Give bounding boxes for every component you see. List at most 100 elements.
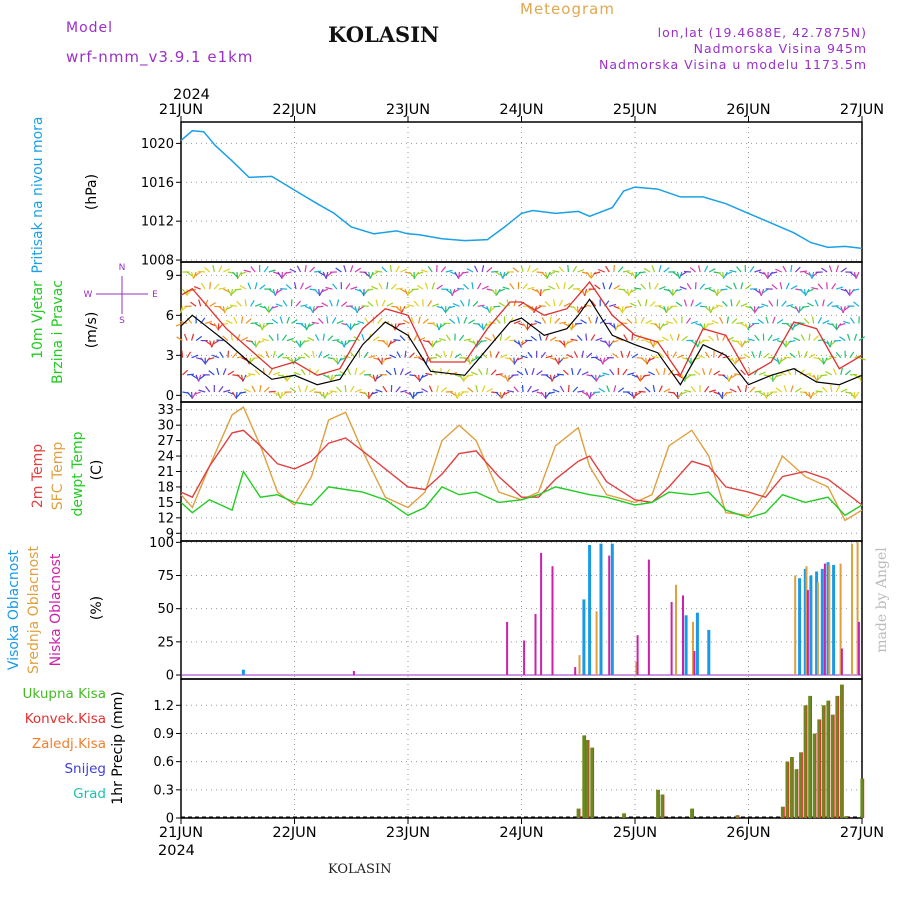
wind-arrow	[679, 391, 687, 396]
wind-arrow	[808, 353, 816, 359]
wind-arrow	[622, 270, 630, 273]
pressure-axis-title: Pritisak na nivou mora	[30, 116, 46, 273]
wind-arrow	[309, 387, 316, 393]
wind-arrow	[233, 316, 238, 324]
wind-arrow	[304, 265, 307, 273]
wind-arrow	[602, 282, 606, 290]
wind-arrow	[286, 357, 293, 363]
wind-arrow	[336, 299, 340, 307]
wind-arrow	[599, 357, 604, 365]
precip-bar-conv	[738, 815, 740, 818]
wind-arrow	[559, 321, 567, 325]
wind-arrow	[336, 340, 344, 345]
wind-arrow	[704, 385, 710, 393]
wind-arrow	[413, 300, 420, 307]
precip-bar	[590, 747, 594, 818]
wind-arrow	[198, 299, 202, 307]
wind-arrow	[382, 385, 388, 393]
wind-arrow	[508, 357, 515, 364]
wind-arrow	[363, 271, 370, 277]
wind-arrow	[396, 351, 401, 359]
wind-arrow	[761, 303, 769, 307]
wind-arrow	[352, 322, 360, 327]
wind-arrow	[711, 319, 719, 324]
y-tick-label: 50	[157, 602, 174, 617]
wind-arrow	[350, 286, 358, 290]
wind-arrow	[659, 323, 665, 330]
wind-arrow	[843, 320, 851, 325]
wind-arrow	[561, 357, 569, 360]
wind-arrow	[254, 340, 257, 348]
wind-arrow	[658, 352, 665, 359]
wind-arrow	[754, 305, 760, 313]
wind-arrow	[820, 374, 828, 377]
wind-arrow	[261, 323, 265, 331]
wind-arrow	[390, 283, 397, 290]
wind-arrow	[626, 318, 633, 324]
cloud-bar	[851, 543, 853, 676]
wind-arrow	[417, 316, 421, 324]
wind-arrow	[272, 288, 276, 296]
wind-arrow	[690, 299, 694, 307]
wind-arrow	[672, 317, 678, 324]
precip-bar-conv	[658, 789, 660, 818]
wind-arrow	[223, 389, 231, 393]
wind-arrow	[513, 299, 517, 307]
wind-arrow	[205, 386, 211, 393]
wind-arrow	[708, 368, 713, 376]
wind-arrow	[486, 266, 493, 273]
wind-arrow	[684, 374, 688, 382]
wind-arrow	[193, 391, 201, 396]
wind-arrow	[733, 282, 737, 290]
wind-arrow	[538, 305, 546, 307]
wind-arrow	[676, 391, 679, 400]
wind-arrow	[222, 335, 229, 342]
wind-arrow	[683, 299, 688, 307]
wind-arrow	[713, 370, 720, 376]
wind-arrow	[318, 271, 326, 277]
wind-arrow	[513, 320, 521, 324]
x-tick-label-top: 23JUN	[386, 102, 430, 118]
wind-arrow	[588, 316, 592, 324]
wind-arrow	[762, 288, 769, 294]
wind-arrow	[408, 391, 414, 399]
wind-arrow	[257, 340, 265, 344]
wind-arrow	[453, 288, 460, 294]
wind-arrow	[239, 284, 247, 290]
wind-arrow	[212, 264, 215, 273]
wind-arrow	[479, 339, 487, 343]
wind-arrow	[237, 271, 243, 279]
cloud-bar	[647, 559, 650, 675]
wind-arrow	[640, 316, 645, 324]
wind-arrow	[295, 340, 301, 347]
wind-arrow	[248, 357, 252, 365]
wind-arrow	[175, 322, 183, 327]
wind-arrow	[354, 306, 358, 314]
wind-arrow	[605, 265, 610, 273]
wind-arrow	[311, 321, 319, 325]
wind-arrow	[268, 288, 275, 294]
wind-arrow	[357, 320, 365, 324]
wind-arrow	[223, 268, 230, 273]
wind-arrow	[602, 372, 610, 376]
precip-bar	[812, 733, 816, 818]
wind-arrow	[838, 322, 846, 327]
wind-arrow	[484, 336, 492, 342]
wind-arrow	[490, 369, 497, 376]
wind-arrow	[681, 374, 686, 382]
x-tick-label-top: 26JUN	[726, 102, 770, 118]
wind-arrow	[770, 271, 778, 275]
wind-arrow	[652, 384, 656, 393]
wind-arrow	[491, 270, 499, 273]
wind-arrow	[549, 316, 552, 324]
wind-arrow	[524, 368, 529, 376]
precip-bar-conv	[833, 714, 835, 818]
wind-arrow	[795, 387, 802, 393]
wind-arrow	[690, 386, 696, 393]
wind-arrow	[572, 287, 580, 290]
y-tick-label: 0.3	[153, 783, 174, 798]
wind-arrow	[277, 271, 283, 279]
wind-arrow	[853, 301, 860, 307]
wind-arrow	[593, 391, 601, 394]
wind-arrow	[804, 391, 811, 397]
